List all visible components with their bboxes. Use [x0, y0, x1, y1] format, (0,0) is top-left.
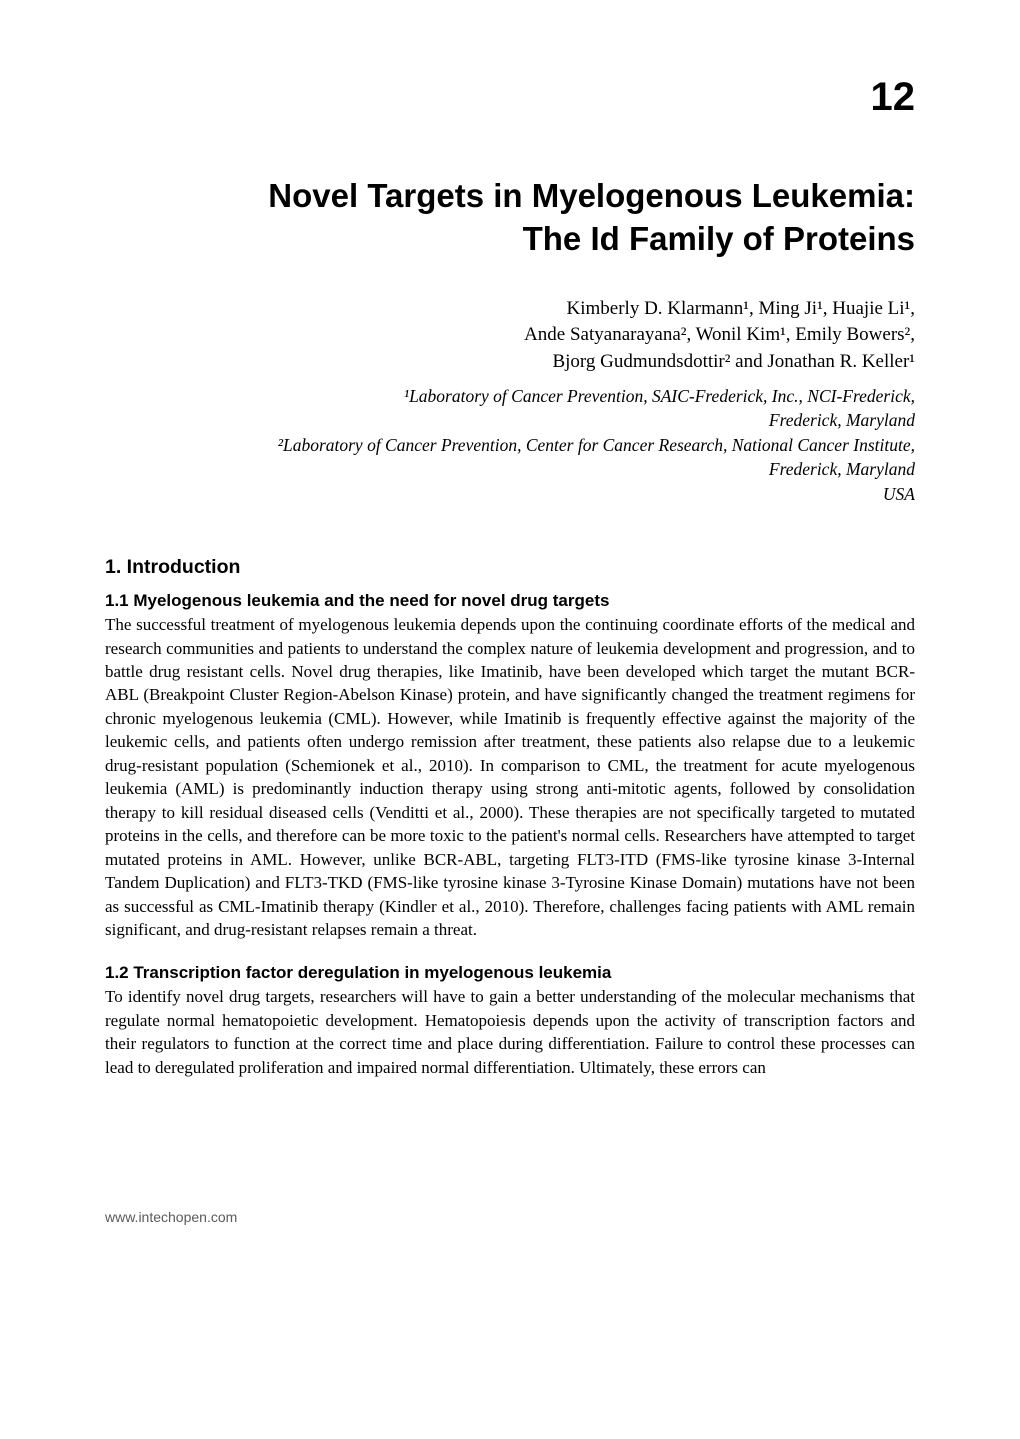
title-line-1: Novel Targets in Myelogenous Leukemia: [268, 177, 915, 214]
subsection-1-1-heading: 1.1 Myelogenous leukemia and the need fo… [105, 591, 915, 611]
subsection-1-1-body: The successful treatment of myelogenous … [105, 613, 915, 941]
affiliation-line-3: ²Laboratory of Cancer Prevention, Center… [105, 433, 915, 458]
affiliations-block: ¹Laboratory of Cancer Prevention, SAIC-F… [105, 384, 915, 507]
affiliation-line-4: Frederick, Maryland [105, 457, 915, 482]
authors-block: Kimberly D. Klarmann¹, Ming Ji¹, Huajie … [105, 296, 915, 376]
paper-title: Novel Targets in Myelogenous Leukemia: T… [105, 175, 915, 261]
section-1-heading: 1. Introduction [105, 556, 915, 579]
footer-text: www.intechopen.com [105, 1209, 915, 1225]
authors-line-3: Bjorg Gudmundsdottir² and Jonathan R. Ke… [552, 351, 915, 372]
chapter-number: 12 [105, 75, 915, 120]
affiliation-line-1: ¹Laboratory of Cancer Prevention, SAIC-F… [105, 384, 915, 409]
subsection-1-2-heading: 1.2 Transcription factor deregulation in… [105, 963, 915, 983]
subsection-1-2-body: To identify novel drug targets, research… [105, 985, 915, 1079]
title-line-2: The Id Family of Proteins [523, 220, 915, 257]
affiliation-line-2: Frederick, Maryland [105, 408, 915, 433]
affiliation-line-5: USA [105, 482, 915, 507]
authors-line-2: Ande Satyanarayana², Wonil Kim¹, Emily B… [524, 324, 915, 345]
authors-line-1: Kimberly D. Klarmann¹, Ming Ji¹, Huajie … [567, 298, 915, 319]
